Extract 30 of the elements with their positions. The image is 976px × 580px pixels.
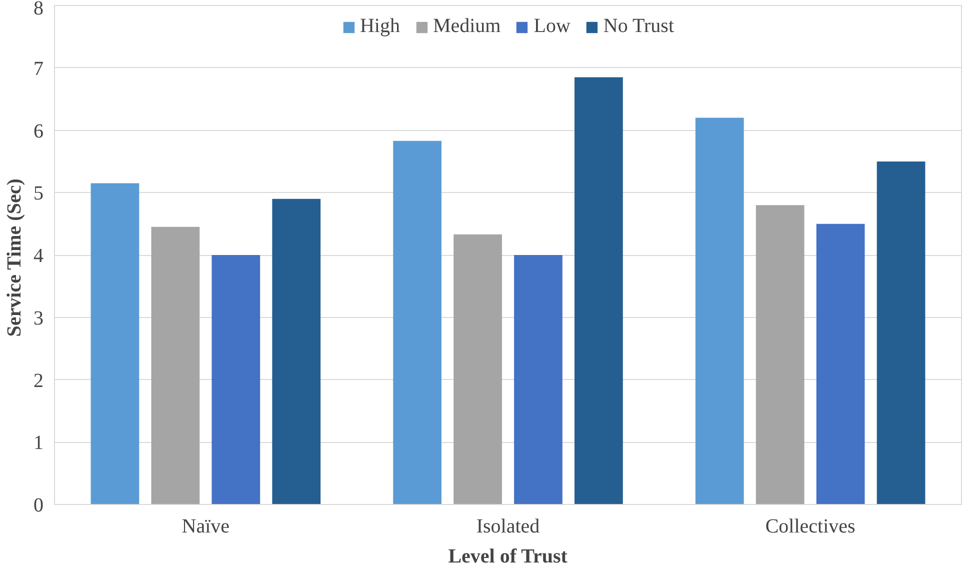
x-tick-label: Isolated xyxy=(476,516,540,538)
bar xyxy=(756,205,804,504)
bar xyxy=(574,77,623,504)
bar xyxy=(90,183,140,504)
y-tick-label: 1 xyxy=(34,432,44,454)
bar xyxy=(454,234,502,504)
legend-label: Low xyxy=(534,15,570,38)
x-tick-label: Naïve xyxy=(182,516,230,538)
x-tick-label: Collectives xyxy=(765,516,856,538)
bar xyxy=(151,226,200,504)
bar xyxy=(816,224,865,504)
y-tick-label: 7 xyxy=(34,58,44,80)
y-tick-label: 5 xyxy=(34,182,44,205)
y-tick-label: 0 xyxy=(34,494,44,516)
x-axis-title: Level of Trust xyxy=(448,546,568,568)
bar xyxy=(514,255,562,504)
y-tick-label: 6 xyxy=(34,120,44,142)
y-tick-label: 2 xyxy=(34,370,44,392)
legend-label: No Trust xyxy=(603,15,674,38)
y-tick-label: 8 xyxy=(34,0,44,20)
legend-label: Medium xyxy=(432,15,501,38)
legend-label: High xyxy=(360,15,400,38)
bar xyxy=(393,140,442,504)
y-tick-label: 3 xyxy=(34,307,44,330)
bar xyxy=(272,198,321,504)
y-tick-label: 4 xyxy=(34,245,44,267)
bar xyxy=(212,255,260,504)
y-axis-title: Service Time (Sec) xyxy=(4,178,26,337)
bar xyxy=(695,118,744,504)
bar xyxy=(876,161,926,504)
